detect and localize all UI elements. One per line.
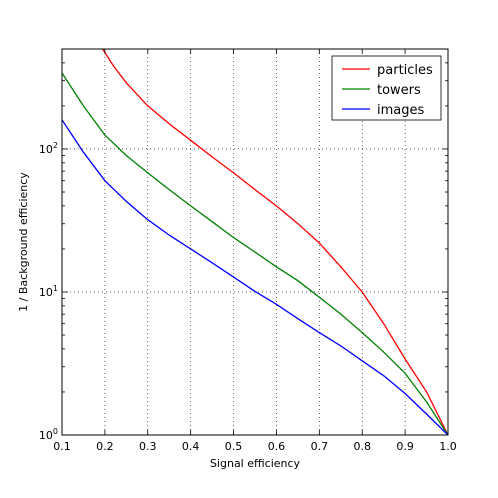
x-tick-label: 0.3 [139, 440, 157, 453]
x-tick-label: 0.2 [96, 440, 114, 453]
series-line-particles [102, 48, 449, 436]
legend-label-images: images [377, 103, 424, 118]
y-tick-label: 102 [39, 141, 58, 156]
x-tick-label: 0.1 [53, 440, 71, 453]
plot-lines [61, 48, 449, 436]
series-line-towers [61, 72, 449, 436]
legend-label-particles: particles [377, 63, 433, 78]
x-tick-label: 0.8 [353, 440, 371, 453]
x-tick-label: 0.6 [268, 440, 286, 453]
x-tick-label: 0.4 [182, 440, 200, 453]
x-tick-label: 0.9 [396, 440, 414, 453]
x-tick-label: 1.0 [439, 440, 457, 453]
x-tick-label: 0.5 [225, 440, 243, 453]
x-tick-labels: 0.1 0.2 0.3 0.4 0.5 0.6 0.7 0.8 0.9 1.0 [53, 440, 457, 453]
y-tick-labels: 100 101 102 [39, 141, 58, 442]
y-tick-label: 100 [39, 427, 58, 442]
series-line-images [61, 119, 449, 436]
legend: particles towers images [331, 55, 442, 121]
x-tick-label: 0.7 [311, 440, 329, 453]
y-tick-label: 101 [39, 284, 58, 299]
y-axis-label: 1 / Background efficiency [17, 172, 30, 312]
x-axis-label: Signal efficiency [210, 457, 301, 470]
legend-label-towers: towers [377, 83, 421, 98]
axis-ticks [61, 49, 449, 436]
plot-frame [61, 48, 449, 436]
